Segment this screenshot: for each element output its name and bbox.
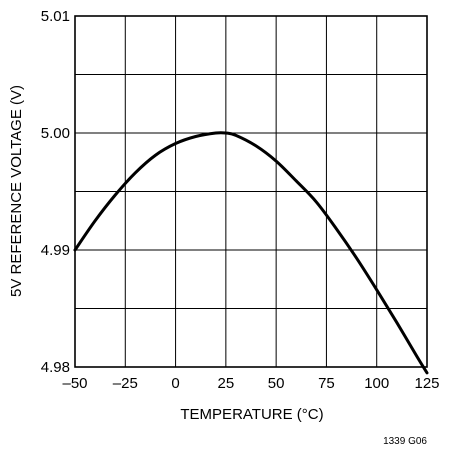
x-tick-label: –50: [62, 375, 87, 392]
x-tick-label: 50: [268, 375, 285, 392]
x-tick-label: 0: [171, 375, 179, 392]
curve-layer: [73, 131, 429, 375]
x-tick-labels: –50 –25 0 25 50 75 100 125: [62, 375, 439, 392]
grid: [74, 15, 428, 368]
series-line: [73, 131, 429, 375]
x-axis-title: TEMPERATURE (°C): [180, 406, 323, 423]
y-axis-title: 5V REFERENCE VOLTAGE (V): [8, 85, 25, 297]
y-tick-labels: 4.98 4.99 5.00 5.01: [41, 8, 70, 376]
plot-frame: [74, 15, 428, 368]
y-tick-label: 4.99: [41, 242, 70, 259]
y-tick-label: 5.01: [41, 8, 70, 25]
x-tick-label: 100: [364, 375, 389, 392]
y-tick-label: 5.00: [41, 125, 70, 142]
x-tick-label: 25: [218, 375, 235, 392]
x-tick-label: 125: [414, 375, 439, 392]
figure-code: 1339 G06: [383, 436, 427, 447]
x-tick-label: 75: [318, 375, 335, 392]
y-tick-label: 4.98: [41, 359, 70, 376]
x-tick-label: –25: [113, 375, 138, 392]
